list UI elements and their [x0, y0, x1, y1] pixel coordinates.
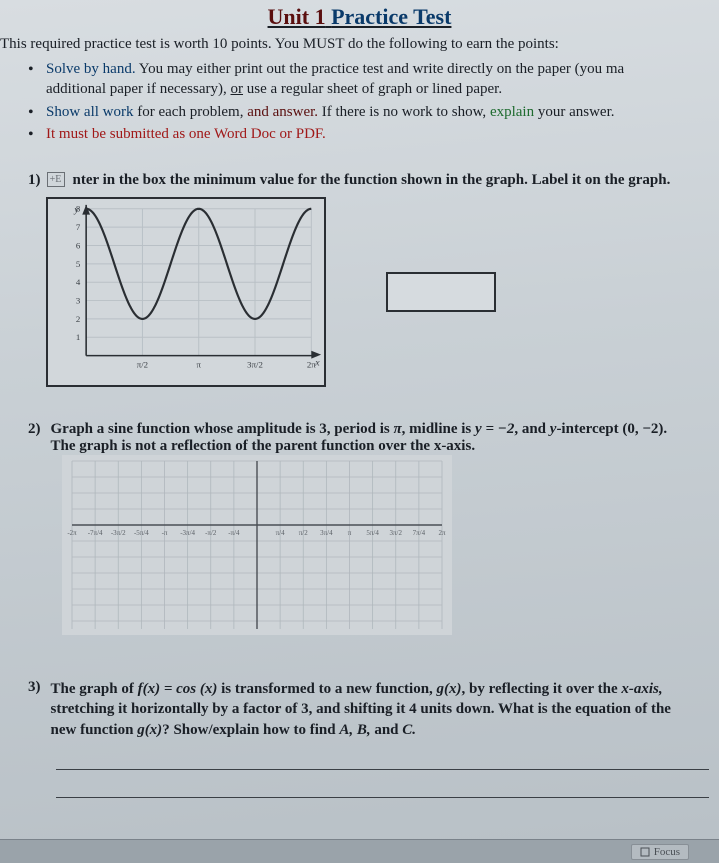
rule1-solve: Solve by hand.: [46, 61, 136, 77]
svg-text:7: 7: [76, 222, 81, 232]
answer-line[interactable]: [56, 750, 709, 770]
q2-l1b: , midline is: [402, 421, 475, 437]
svg-text:-π/2: -π/2: [205, 529, 217, 537]
q2-l1c: , and: [514, 421, 549, 437]
svg-text:1: 1: [76, 332, 80, 342]
rule2-b: for each problem,: [134, 104, 248, 120]
svg-text:y: y: [73, 205, 79, 216]
svg-text:2π: 2π: [438, 529, 446, 537]
svg-text:-3π/2: -3π/2: [111, 529, 126, 537]
inline-object-icon: +E: [47, 172, 65, 187]
q2-eq1: y = −2: [475, 421, 514, 437]
q2-pt: (0, −2).: [622, 421, 667, 437]
q1-graph-row: 87654321π/2π3π/22π x y: [46, 197, 709, 387]
q2-line2: The graph is not a reflection of the par…: [51, 438, 710, 455]
svg-text:4: 4: [76, 277, 81, 287]
focus-label: Focus: [654, 846, 680, 858]
rule-3: It must be submitted as one Word Doc or …: [28, 124, 719, 144]
svg-text:-2π: -2π: [67, 529, 77, 537]
svg-text:-5π/4: -5π/4: [134, 529, 149, 537]
rule2-d: If there is no work to show,: [318, 104, 490, 120]
title-rest: Practice Test: [331, 4, 451, 29]
question-1: 1) +E nter in the box the minimum value …: [0, 172, 719, 387]
q2-pi: π: [393, 421, 401, 437]
q1-num: 1): [28, 172, 41, 189]
q3-l3a: new function: [51, 722, 138, 738]
q2-num: 2): [28, 421, 41, 455]
q3-num: 3): [28, 679, 41, 740]
q1-svg: 87654321π/2π3π/22π x y: [48, 199, 324, 385]
rule1-b: You may either print out the practice te…: [136, 61, 625, 77]
rule1-c: additional paper if necessary),: [46, 81, 231, 97]
q3-gx2: g(x): [137, 722, 162, 738]
svg-text:3π/2: 3π/2: [247, 359, 263, 369]
intro-span: This required practice test is worth 10 …: [0, 36, 559, 52]
rule2-a: Show all work: [46, 104, 134, 120]
rules-list: Solve by hand. You may either print out …: [0, 59, 719, 144]
page-title: Unit 1 Practice Test: [0, 4, 719, 30]
q2-svg: -2π -7π/4 -3π/2 -5π/4 -π -3π/4 -π/2 -π/4 π/4 π/2 3…: [62, 455, 452, 635]
q2-l1a: Graph a sine function whose amplitude is…: [51, 421, 394, 437]
status-bar: Focus: [0, 839, 719, 863]
q3-body: The graph of f(x) = cos (x) is transform…: [51, 679, 671, 740]
rule3-a: It must be submitted as one Word Doc or …: [46, 126, 326, 142]
q1-row: 1) +E nter in the box the minimum value …: [28, 172, 709, 189]
svg-text:5π/4: 5π/4: [366, 529, 379, 537]
q3-xa: x-axis,: [621, 681, 662, 697]
svg-text:π: π: [196, 359, 201, 369]
q3-fx: f(x) = cos (x): [138, 681, 218, 697]
q3-l1c: , by reflecting it over the: [462, 681, 622, 697]
svg-text:3: 3: [76, 296, 81, 306]
svg-text:π: π: [348, 529, 352, 537]
svg-text:π/2: π/2: [299, 529, 308, 537]
q3-l2: stretching it horizontally by a factor o…: [51, 701, 671, 717]
rule2-e: explain: [490, 104, 534, 120]
svg-text:π/2: π/2: [137, 359, 148, 369]
rule2-f: your answer.: [534, 104, 614, 120]
q3-gx: g(x): [437, 681, 462, 697]
q3-c: C.: [402, 722, 416, 738]
svg-text:7π/4: 7π/4: [413, 529, 426, 537]
rule2-c: and answer.: [247, 104, 318, 120]
svg-text:3π/4: 3π/4: [320, 529, 333, 537]
q2-l1d: -intercept: [556, 421, 622, 437]
focus-button[interactable]: Focus: [631, 844, 689, 860]
q1-graph: 87654321π/2π3π/22π x y: [46, 197, 326, 387]
svg-text:-π/4: -π/4: [228, 529, 240, 537]
question-3: 3) The graph of f(x) = cos (x) is transf…: [0, 679, 719, 798]
svg-text:2: 2: [76, 314, 80, 324]
rule-1: Solve by hand. You may either print out …: [28, 59, 719, 100]
svg-text:6: 6: [76, 240, 81, 250]
q2-line1: Graph a sine function whose amplitude is…: [51, 421, 710, 438]
rule1-or: or: [231, 81, 244, 97]
q1-answer-box[interactable]: [386, 272, 496, 312]
question-2: 2) Graph a sine function whose amplitude…: [0, 421, 719, 635]
q3-l1a: The graph of: [51, 681, 138, 697]
title-unit: Unit 1: [268, 4, 326, 29]
svg-text:π/4: π/4: [276, 529, 285, 537]
svg-text:-π: -π: [162, 529, 168, 537]
q3-abc: A, B,: [339, 722, 374, 738]
q1-text: nter in the box the minimum value for th…: [73, 172, 710, 189]
focus-icon: [640, 847, 650, 857]
q3-l1b: is transformed to a new function,: [217, 681, 436, 697]
q3-answer-lines[interactable]: [56, 750, 709, 798]
q2-graph: -2π -7π/4 -3π/2 -5π/4 -π -3π/4 -π/2 -π/4 π/4 π/2 3…: [62, 455, 452, 635]
svg-text:3π/2: 3π/2: [390, 529, 403, 537]
intro-text: This required practice test is worth 10 …: [0, 36, 719, 53]
q3-and: and: [374, 722, 402, 738]
rule1-e: use a regular sheet of graph or lined pa…: [243, 81, 502, 97]
practice-test-page: Unit 1 Practice Test This required pract…: [0, 0, 719, 863]
svg-text:5: 5: [76, 259, 81, 269]
answer-line[interactable]: [56, 778, 709, 798]
q3-l3b: ? Show/explain how to find: [162, 722, 339, 738]
svg-text:-3π/4: -3π/4: [180, 529, 195, 537]
rule-2: Show all work for each problem, and answ…: [28, 102, 719, 122]
svg-text:x: x: [314, 357, 320, 368]
svg-text:-7π/4: -7π/4: [88, 529, 103, 537]
